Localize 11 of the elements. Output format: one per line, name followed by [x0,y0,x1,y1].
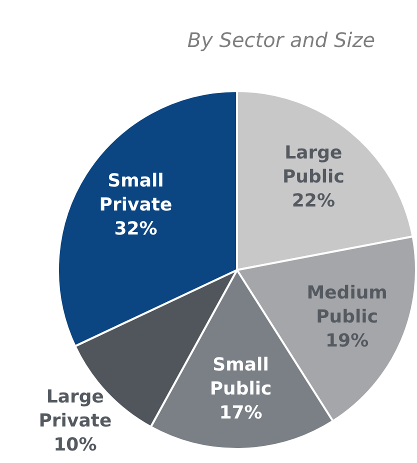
chart-subtitle: By Sector and Size [187,28,375,52]
slice-label: Small Public [210,354,272,400]
slice-label: Large Private [38,386,112,432]
slice-label: Medium Public [306,282,388,328]
data-label: 32% [114,218,158,240]
data-label: 19% [326,330,369,352]
data-label: 22% [292,190,335,212]
slice-label: Large Public [282,142,344,188]
slice-label: Small Private [99,170,172,216]
data-label: 17% [219,402,262,424]
data-label: 10% [54,434,97,456]
